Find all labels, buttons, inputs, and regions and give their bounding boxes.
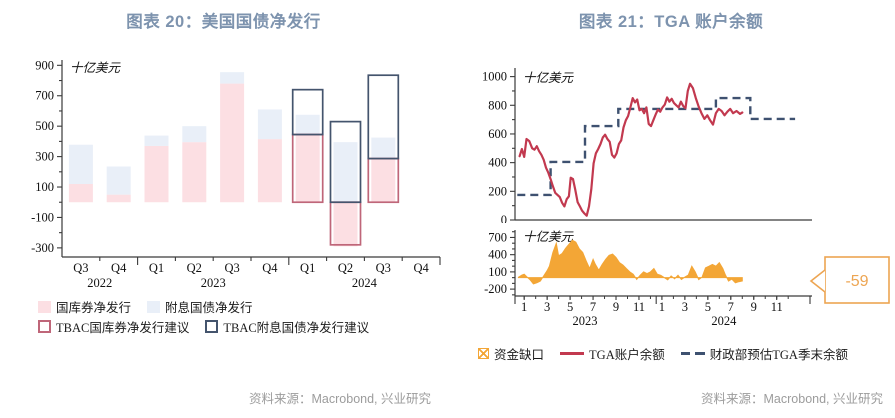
svg-text:Q3: Q3	[224, 261, 239, 275]
svg-text:200: 200	[488, 184, 507, 198]
left-legend-row-2: TBAC国库券净发行建议 TBAC附息国债净发行建议	[38, 317, 385, 336]
legend-item-estimate: 财政部预估TGA季末余额	[680, 344, 848, 363]
treasury-issuance-chart: -300 -100 100 300 500 700 900 Q3 Q4 Q1 Q2 Q3 Q4 Q1 Q2 Q…	[31, 58, 441, 290]
estimate-dash-swatch	[680, 352, 705, 355]
svg-text:Q4: Q4	[111, 261, 127, 275]
tbac-bills-swatch	[38, 320, 51, 333]
svg-text:1000: 1000	[482, 70, 507, 84]
svg-text:11: 11	[771, 300, 783, 314]
right-legend: 资金缺口 TGA账户余额 财政部预估TGA季末余额	[447, 344, 895, 363]
svg-text:100: 100	[488, 265, 507, 279]
svg-text:400: 400	[488, 248, 507, 262]
svg-text:Q2: Q2	[187, 261, 202, 275]
svg-text:3: 3	[544, 300, 550, 314]
svg-text:-300: -300	[31, 241, 54, 255]
left-legend-row-1: 国库券净发行 附息国债净发行	[38, 297, 269, 316]
svg-text:2023: 2023	[573, 314, 598, 328]
left-chart-title: 图表 20：美国国债净发行	[126, 13, 321, 31]
svg-text:1: 1	[659, 300, 665, 314]
right-source: 资料来源：Macrobond, 兴业研究	[701, 392, 883, 406]
svg-text:Q1: Q1	[149, 261, 164, 275]
svg-text:-100: -100	[31, 210, 54, 224]
svg-text:Q2: Q2	[338, 261, 353, 275]
svg-text:Q4: Q4	[413, 261, 429, 275]
legend-item-coupons: 附息国债净发行	[147, 297, 253, 316]
svg-text:700: 700	[35, 89, 54, 103]
legend-label: 资金缺口	[494, 348, 545, 362]
svg-text:100: 100	[35, 180, 54, 194]
svg-text:0: 0	[501, 213, 507, 223]
tbac-coupons-swatch	[205, 320, 219, 333]
legend-item-tga: TGA账户余额	[560, 344, 665, 363]
gap-swatch	[478, 348, 490, 359]
svg-text:Q1: Q1	[300, 261, 315, 275]
bills-swatch	[38, 300, 51, 313]
tga-balance-chart: 0 200 400 600 800 1000 十亿美元	[482, 68, 812, 223]
svg-text:700: 700	[488, 230, 507, 244]
svg-text:十亿美元: 十亿美元	[70, 61, 122, 75]
svg-text:5: 5	[567, 300, 573, 314]
svg-text:Q3: Q3	[376, 261, 391, 275]
svg-text:9: 9	[751, 300, 757, 314]
tga-line-swatch	[560, 352, 585, 355]
svg-text:900: 900	[35, 58, 54, 72]
svg-text:2024: 2024	[711, 314, 737, 328]
legend-label: TGA账户余额	[589, 348, 665, 362]
legend-label: 财政部预估TGA季末余额	[709, 348, 848, 362]
svg-text:400: 400	[488, 156, 507, 170]
svg-text:9: 9	[613, 300, 619, 314]
svg-text:800: 800	[488, 98, 507, 112]
svg-text:十亿美元: 十亿美元	[523, 71, 575, 85]
svg-text:7: 7	[728, 300, 734, 314]
legend-item-tbac-coupons: TBAC附息国债净发行建议	[205, 317, 369, 336]
svg-text:1: 1	[521, 300, 527, 314]
svg-text:600: 600	[488, 127, 507, 141]
legend-label: TBAC国库券净发行建议	[56, 321, 190, 335]
svg-text:5: 5	[705, 300, 711, 314]
legend-label: 国库券净发行	[56, 301, 132, 315]
svg-text:7: 7	[590, 300, 596, 314]
figure-20-panel: 图表 20：美国国债净发行 -300 -100 100 300 500 700 900 Q3 Q…	[0, 0, 447, 418]
figure-21-panel: 图表 21：TGA 账户余额 0 200 400 600 800 1000 十亿美元 -20…	[447, 0, 895, 418]
svg-text:-200: -200	[484, 282, 507, 296]
svg-text:500: 500	[35, 119, 54, 133]
svg-text:11: 11	[633, 300, 645, 314]
svg-text:2022: 2022	[87, 276, 112, 290]
svg-text:-59: -59	[845, 273, 868, 290]
svg-text:300: 300	[35, 150, 54, 164]
svg-text:十亿美元: 十亿美元	[523, 230, 575, 244]
left-source: 资料来源：Macrobond, 兴业研究	[249, 392, 431, 406]
svg-text:Q4: Q4	[262, 261, 278, 275]
svg-text:2024: 2024	[352, 276, 378, 290]
svg-text:3: 3	[682, 300, 688, 314]
legend-item-bills: 国库券净发行	[38, 297, 131, 316]
legend-item-tbac-bills: TBAC国库券净发行建议	[38, 317, 189, 336]
coupons-swatch	[147, 300, 161, 313]
svg-text:2023: 2023	[201, 276, 226, 290]
right-chart-title: 图表 21：TGA 账户余额	[578, 13, 764, 31]
svg-text:Q3: Q3	[73, 261, 88, 275]
legend-label: TBAC附息国债净发行建议	[223, 321, 370, 335]
legend-label: 附息国债净发行	[165, 301, 253, 315]
legend-item-gap: 资金缺口	[478, 344, 544, 363]
